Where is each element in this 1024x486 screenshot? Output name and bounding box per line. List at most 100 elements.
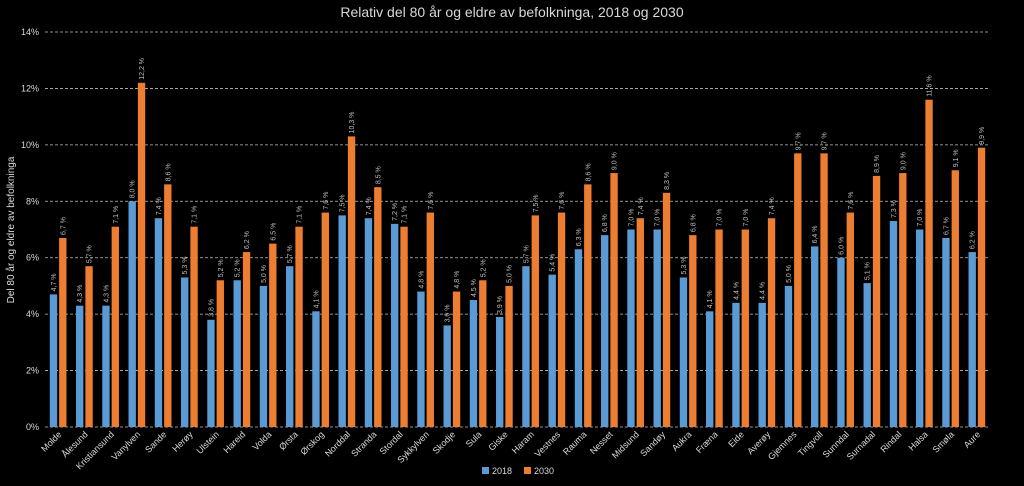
- value-label: 5,3 %: [182, 257, 189, 275]
- bar: [741, 229, 749, 427]
- value-label: 4,4 %: [733, 282, 740, 300]
- bar: [242, 252, 251, 427]
- bar: [496, 316, 504, 427]
- value-label: 7,4 %: [366, 197, 373, 215]
- bar: [601, 235, 609, 427]
- bar: [49, 294, 58, 427]
- bar: [286, 266, 294, 427]
- value-label: 9,7 %: [795, 132, 802, 150]
- bar: [916, 229, 924, 427]
- value-label: 7,0 %: [628, 209, 635, 227]
- bar: [128, 201, 136, 427]
- value-label: 6,5 %: [270, 223, 277, 241]
- value-label: 4,8 %: [454, 271, 461, 289]
- x-tick-label: Halsa: [906, 429, 929, 452]
- bar: [531, 215, 539, 427]
- legend-swatch: [524, 467, 531, 474]
- value-label: 7,4 %: [769, 197, 776, 215]
- x-tick-label: Sula: [464, 429, 484, 449]
- bar: [111, 226, 119, 427]
- bar: [977, 147, 986, 427]
- value-label: 4,3 %: [77, 285, 84, 303]
- value-label: 7,2 %: [392, 203, 399, 221]
- legend-label: 2030: [534, 466, 554, 476]
- value-label: 7,4 %: [156, 197, 163, 215]
- value-label: 7,6 %: [323, 192, 330, 210]
- bar: [863, 283, 871, 427]
- value-label: 4,4 %: [760, 282, 767, 300]
- x-tick-label: Skodje: [431, 429, 458, 456]
- bar: [942, 237, 950, 427]
- value-label: 6,3 %: [576, 228, 583, 246]
- bar: [190, 226, 198, 427]
- value-label: 7,4 %: [638, 197, 645, 215]
- bar: [347, 136, 356, 427]
- x-tick-label: Ulstein: [195, 429, 222, 456]
- x-tick-label: Volda: [251, 429, 274, 452]
- value-label: 6,0 %: [838, 237, 845, 255]
- value-label: 12,2 %: [139, 58, 146, 80]
- value-label: 9,1 %: [953, 149, 960, 167]
- x-tick-label: Fræna: [694, 429, 720, 455]
- value-label: 6,8 %: [602, 214, 609, 232]
- value-label: 5,0 %: [261, 265, 268, 283]
- value-label: 6,7 %: [943, 217, 950, 235]
- value-label: 11,6 %: [927, 75, 934, 96]
- bar: [102, 305, 110, 427]
- y-tick-label: 0%: [26, 422, 39, 432]
- value-label: 7,1 %: [113, 206, 120, 224]
- value-label: 6,4 %: [812, 226, 819, 244]
- value-label: 7,5 %: [533, 194, 540, 212]
- value-label: 5,2 %: [235, 259, 242, 277]
- value-label: 7,5 %: [340, 194, 347, 212]
- bar: [837, 257, 845, 427]
- value-label: 6,8 %: [690, 214, 697, 232]
- y-tick-label: 8%: [26, 196, 39, 206]
- value-label: 4,1 %: [707, 290, 714, 308]
- bar: [154, 218, 163, 427]
- value-label: 7,0 %: [917, 209, 924, 227]
- value-label: 6,7 %: [60, 217, 67, 235]
- x-tick-label: Surnadal: [845, 429, 878, 462]
- x-tick-label: Gjemnes: [766, 429, 799, 462]
- value-label: 5,1 %: [865, 262, 872, 280]
- value-label: 5,7 %: [523, 245, 530, 263]
- x-tick-label: Rindal: [878, 429, 903, 454]
- value-label: 5,4 %: [550, 254, 557, 272]
- value-label: 8,6 %: [165, 163, 172, 181]
- value-label: 3,9 %: [497, 296, 504, 314]
- value-label: 7,0 %: [717, 209, 724, 227]
- x-tick-label: Stranda: [349, 429, 378, 458]
- bar: [181, 277, 189, 427]
- value-label: 7,6 %: [428, 192, 435, 210]
- y-tick-label: 4%: [26, 309, 39, 319]
- value-label: 7,0 %: [743, 209, 750, 227]
- value-label: 4,5 %: [471, 279, 478, 297]
- bar: [548, 274, 556, 427]
- value-label: 3,6 %: [445, 305, 452, 323]
- bar: [216, 280, 224, 427]
- y-tick-label: 12%: [21, 83, 39, 93]
- value-label: 4,8 %: [418, 271, 425, 289]
- value-label: 5,2 %: [480, 259, 487, 277]
- value-label: 5,7 %: [287, 245, 294, 263]
- value-label: 5,7 %: [87, 245, 94, 263]
- value-label: 5,2 %: [218, 259, 225, 277]
- value-label: 7,3 %: [891, 200, 898, 218]
- x-tick-label: Sandøy: [638, 429, 667, 458]
- bar: [479, 280, 487, 427]
- bar: [505, 285, 513, 427]
- y-tick-label: 6%: [26, 253, 39, 263]
- value-label: 7,6 %: [848, 192, 855, 210]
- bar: [374, 187, 382, 427]
- bar: [417, 291, 425, 427]
- bar: [400, 226, 408, 427]
- bar: [767, 218, 776, 427]
- bar: [951, 170, 959, 427]
- bar: [85, 266, 93, 427]
- bar: [207, 319, 215, 427]
- bar: [295, 226, 303, 427]
- bar: [469, 300, 478, 427]
- bar: [715, 229, 723, 427]
